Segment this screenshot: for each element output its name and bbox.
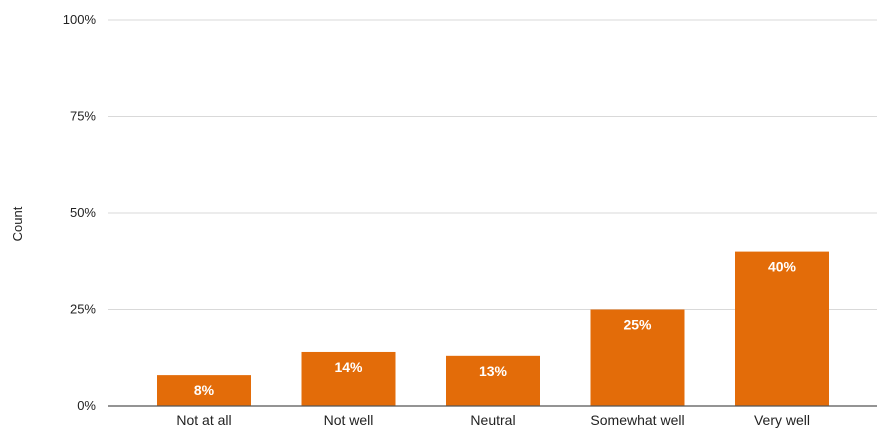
x-category-label: Not well — [324, 412, 374, 428]
x-category-label: Neutral — [470, 412, 515, 428]
bars: 8% 14% 13% 25% 40% — [157, 251, 829, 406]
bar-data-label: 40% — [768, 259, 797, 275]
y-tick-label: 100% — [63, 12, 97, 27]
bar-data-label: 8% — [194, 382, 215, 398]
bar — [735, 251, 829, 406]
bar-data-label: 14% — [334, 359, 363, 375]
y-tick-label: 50% — [70, 205, 96, 220]
x-category-label: Not at all — [176, 412, 231, 428]
x-category-label: Very well — [754, 412, 810, 428]
y-tick-label: 75% — [70, 109, 96, 124]
bar — [446, 355, 540, 406]
x-axis-categories: Not at all Not well Neutral Somewhat well Ve… — [176, 412, 810, 428]
bar — [590, 309, 685, 406]
y-tick-label: 25% — [70, 302, 96, 317]
y-tick-label: 0% — [77, 398, 96, 413]
bar-data-label: 25% — [623, 317, 652, 333]
y-axis-ticks: 0% 25% 50% 75% 100% — [63, 12, 97, 413]
bar — [157, 375, 251, 406]
bar-data-label: 13% — [479, 363, 508, 379]
x-category-label: Somewhat well — [590, 412, 684, 428]
bar — [301, 351, 396, 406]
y-axis-title: Count — [10, 206, 25, 241]
